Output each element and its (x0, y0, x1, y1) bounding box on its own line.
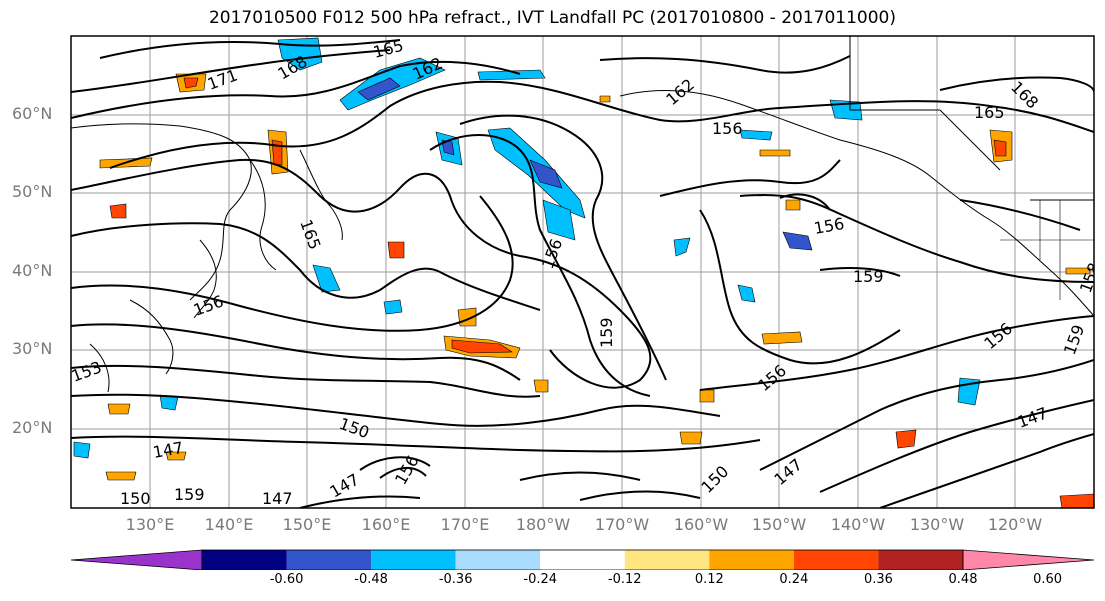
lat-label: 40°N (12, 261, 53, 280)
lon-label: 180°W (515, 515, 571, 534)
lon-label: 170°E (440, 515, 490, 534)
lat-label: 20°N (12, 418, 53, 437)
contour-label: 156 (712, 119, 743, 138)
colorbar-tick-label: 0.36 (863, 572, 893, 587)
lon-label: 160°E (361, 515, 411, 534)
contour-label: 147 (262, 489, 293, 508)
lon-label: 170°W (594, 515, 650, 534)
refractivity-shading (73, 37, 1094, 508)
colorbar-cell (202, 550, 287, 570)
colorbar-cell (286, 550, 372, 570)
lat-label: 50°N (12, 182, 53, 201)
colorbar-cell (793, 550, 879, 570)
colorbar-cell (624, 550, 710, 570)
contour-label: 159 (174, 485, 205, 504)
lon-label: 120°W (987, 515, 1043, 534)
lon-label: 130°E (125, 515, 175, 534)
contour-label: 150 (120, 489, 151, 508)
contour-label: 159 (853, 267, 884, 286)
colorbar-tick-label: -0.12 (607, 572, 642, 587)
map-plot: 171 168 165 162 162 156 168 165 165 156 … (70, 35, 1095, 509)
colorbar-tick-label: 0.48 (948, 572, 978, 587)
colorbar-tick-label: -0.60 (269, 572, 304, 587)
map-title: 2017010500 F012 500 hPa refract., IVT La… (208, 8, 896, 28)
lon-label: 160°W (673, 515, 729, 534)
colorbar-tick-label: -0.24 (523, 572, 558, 587)
colorbar-extend-high (962, 549, 1095, 570)
lon-label: 150°W (751, 515, 807, 534)
contour-label: 165 (974, 103, 1005, 122)
lat-label: 30°N (12, 339, 53, 358)
colorbar-cell (455, 550, 541, 570)
colorbar-outline (201, 549, 964, 570)
coastlines (71, 36, 1094, 393)
lon-label: 150°E (282, 515, 332, 534)
lon-label: 140°W (830, 515, 886, 534)
lat-label: 60°N (12, 104, 53, 123)
colorbar-tick-label: -0.48 (354, 572, 388, 587)
colorbar-tick-label: 0.60 (1033, 572, 1063, 587)
borders (1000, 200, 1094, 300)
colorbar-cell (540, 550, 625, 570)
lon-label: 140°E (204, 515, 254, 534)
colorbar-cell (709, 550, 794, 570)
map-frame (70, 35, 1095, 509)
colorbar-cell (371, 550, 456, 570)
colorbar-tick-label: 0.24 (779, 572, 809, 587)
colorbar-extend-low (70, 549, 203, 570)
colorbar-cell (878, 550, 963, 570)
colorbar (70, 549, 1095, 570)
height-contours (71, 39, 1094, 508)
gridlines (71, 36, 1094, 508)
lon-label: 130°W (909, 515, 965, 534)
contour-label: 159 (597, 317, 616, 348)
colorbar-tick-label: 0.12 (694, 572, 724, 587)
colorbar-tick-label: -0.36 (438, 572, 473, 587)
